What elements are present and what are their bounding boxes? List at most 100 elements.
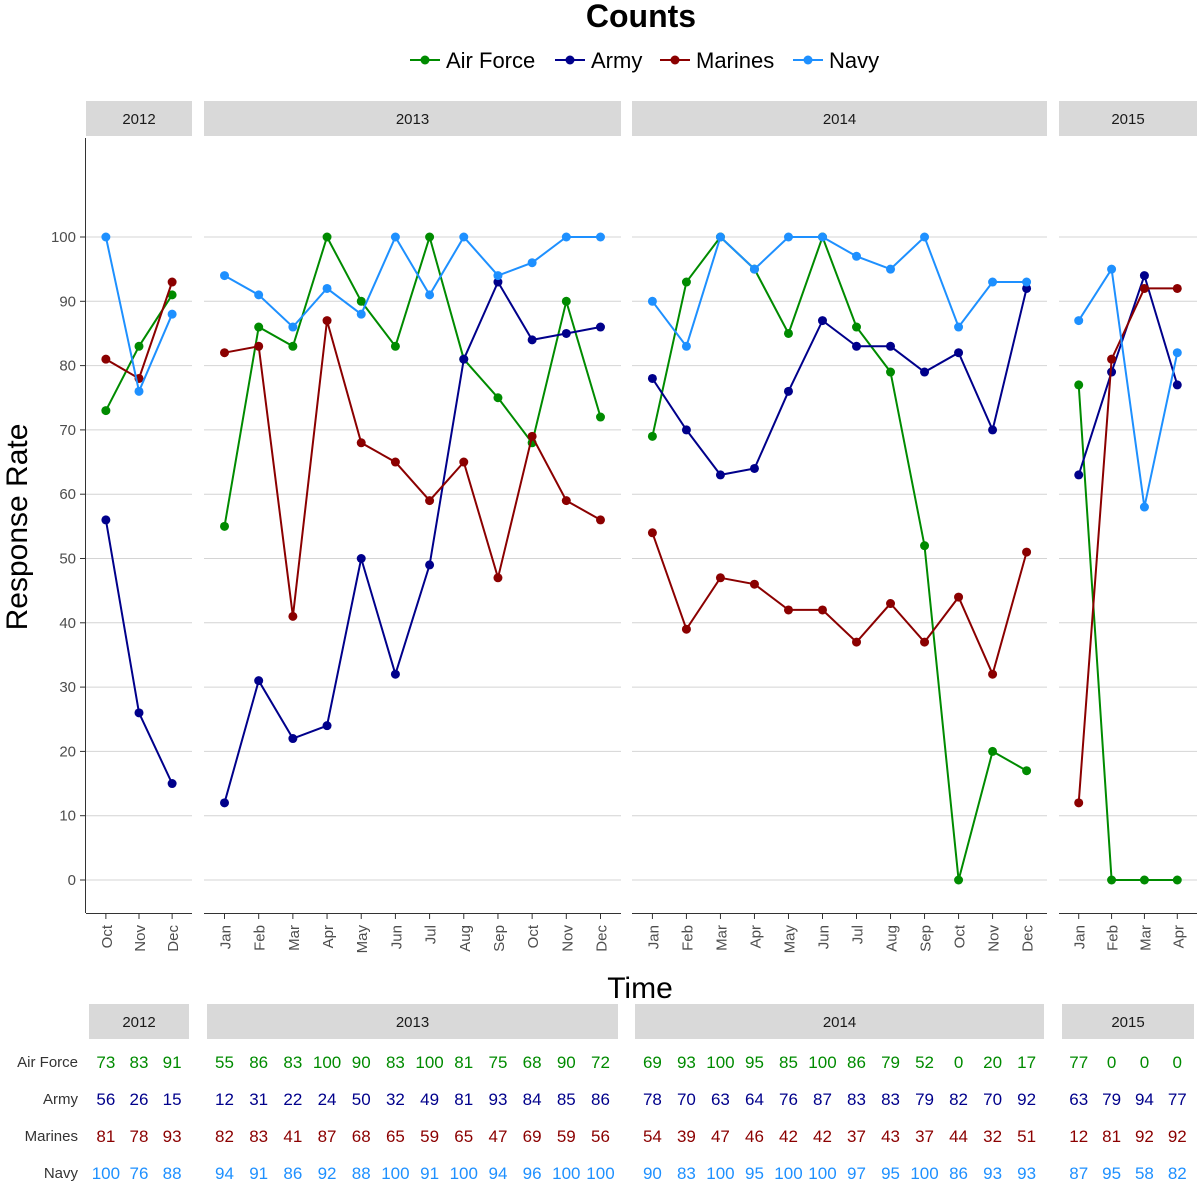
x-tick-label: Oct	[952, 924, 969, 948]
data-point	[459, 232, 469, 242]
data-point	[1022, 547, 1032, 557]
table-cell: 85	[557, 1090, 576, 1109]
x-tick-label: Jun	[388, 925, 405, 949]
data-point	[101, 354, 111, 364]
table-cell: 76	[779, 1090, 798, 1109]
table-cell: 86	[249, 1053, 268, 1072]
data-point	[322, 283, 332, 293]
data-point	[356, 554, 366, 563]
y-tick-label: 80	[59, 358, 76, 375]
table-cell: 51	[1017, 1127, 1036, 1146]
table-cell: 92	[1168, 1127, 1187, 1146]
table-cell: 79	[1102, 1090, 1121, 1109]
legend-item: Air Force	[410, 48, 535, 73]
table-cell: 100	[774, 1164, 802, 1183]
x-tick-label: Dec	[165, 925, 182, 952]
data-point	[852, 251, 862, 261]
table-cell: 91	[249, 1164, 268, 1183]
data-point	[254, 341, 264, 351]
data-point	[988, 277, 998, 287]
x-tick-label: Feb	[1105, 925, 1122, 951]
data-point	[886, 341, 896, 351]
x-tick-label: Jan	[645, 925, 662, 949]
data-point	[1172, 380, 1182, 390]
table-cell: 0	[1107, 1053, 1116, 1072]
legend-key-point	[803, 55, 813, 65]
table-cell: 50	[352, 1090, 371, 1109]
x-tick-label: Sep	[491, 925, 508, 952]
table-cell: 82	[949, 1090, 968, 1109]
data-point	[254, 290, 264, 300]
series-line	[223, 233, 602, 527]
table-cell: 86	[949, 1164, 968, 1183]
table-cell: 20	[983, 1053, 1002, 1072]
table-cell: 90	[557, 1053, 576, 1072]
table-cell: 94	[215, 1164, 234, 1183]
table-cell: 87	[813, 1090, 832, 1109]
table-cell: 12	[215, 1090, 234, 1109]
table-cell: 24	[318, 1090, 337, 1109]
data-point	[920, 367, 930, 377]
table-cell: 100	[706, 1164, 734, 1183]
data-point	[390, 669, 400, 679]
table-cell: 68	[523, 1053, 542, 1072]
table-strip	[635, 1004, 1044, 1039]
table-cell: 77	[1168, 1090, 1187, 1109]
table-strip	[1062, 1004, 1194, 1039]
data-point	[1022, 766, 1032, 776]
x-tick-label: Apr	[320, 925, 337, 948]
x-tick-label: Oct	[525, 924, 542, 948]
data-point	[647, 431, 657, 441]
data-point	[254, 322, 264, 332]
data-point	[356, 296, 366, 306]
table-cell: 15	[163, 1090, 182, 1109]
data-point	[749, 264, 759, 274]
table-cell: 93	[983, 1164, 1002, 1183]
data-point	[288, 322, 298, 332]
data-point	[817, 605, 827, 615]
table-cell: 81	[454, 1090, 473, 1109]
table-cell: 42	[779, 1127, 798, 1146]
data-point	[988, 669, 998, 679]
table-cell: 100	[381, 1164, 409, 1183]
data-point	[715, 232, 725, 242]
table-cell: 94	[488, 1164, 507, 1183]
data-point	[920, 541, 930, 551]
table-strip	[207, 1004, 618, 1039]
table-cell: 100	[706, 1053, 734, 1072]
table-cell: 86	[847, 1053, 866, 1072]
table-cell: 91	[163, 1053, 182, 1072]
table-cell: 90	[352, 1053, 371, 1072]
series-line	[224, 234, 601, 329]
table-cell: 95	[745, 1164, 764, 1183]
table-cell: 54	[643, 1127, 662, 1146]
data-point	[1139, 283, 1149, 293]
table-strip-label: 2013	[396, 1014, 429, 1031]
data-point	[101, 406, 111, 416]
table-cell: 17	[1017, 1053, 1036, 1072]
legend-label: Air Force	[446, 48, 535, 73]
y-tick-label: 30	[59, 679, 76, 696]
x-axis-label: Time	[607, 972, 673, 1005]
table-strip	[89, 1004, 189, 1039]
table-cell: 43	[881, 1127, 900, 1146]
data-point	[288, 611, 298, 621]
table-cell: 65	[454, 1127, 473, 1146]
table-cell: 63	[711, 1090, 730, 1109]
table-cell: 83	[130, 1053, 149, 1072]
table-cell: 100	[586, 1164, 614, 1183]
table-strip-label: 2015	[1111, 1014, 1144, 1031]
table-cell: 44	[949, 1127, 968, 1146]
data-point	[886, 599, 896, 609]
data-point	[101, 515, 111, 525]
legend: Air Force Army Marines Navy	[410, 48, 879, 73]
legend-label: Army	[591, 48, 642, 73]
x-tick-label: Oct	[99, 924, 116, 948]
data-point	[425, 496, 435, 506]
panel-strip-label: 2015	[1111, 111, 1144, 128]
table-cell: 81	[96, 1127, 115, 1146]
table-cell: 95	[1102, 1164, 1121, 1183]
data-point	[783, 605, 793, 615]
data-point	[134, 386, 144, 396]
